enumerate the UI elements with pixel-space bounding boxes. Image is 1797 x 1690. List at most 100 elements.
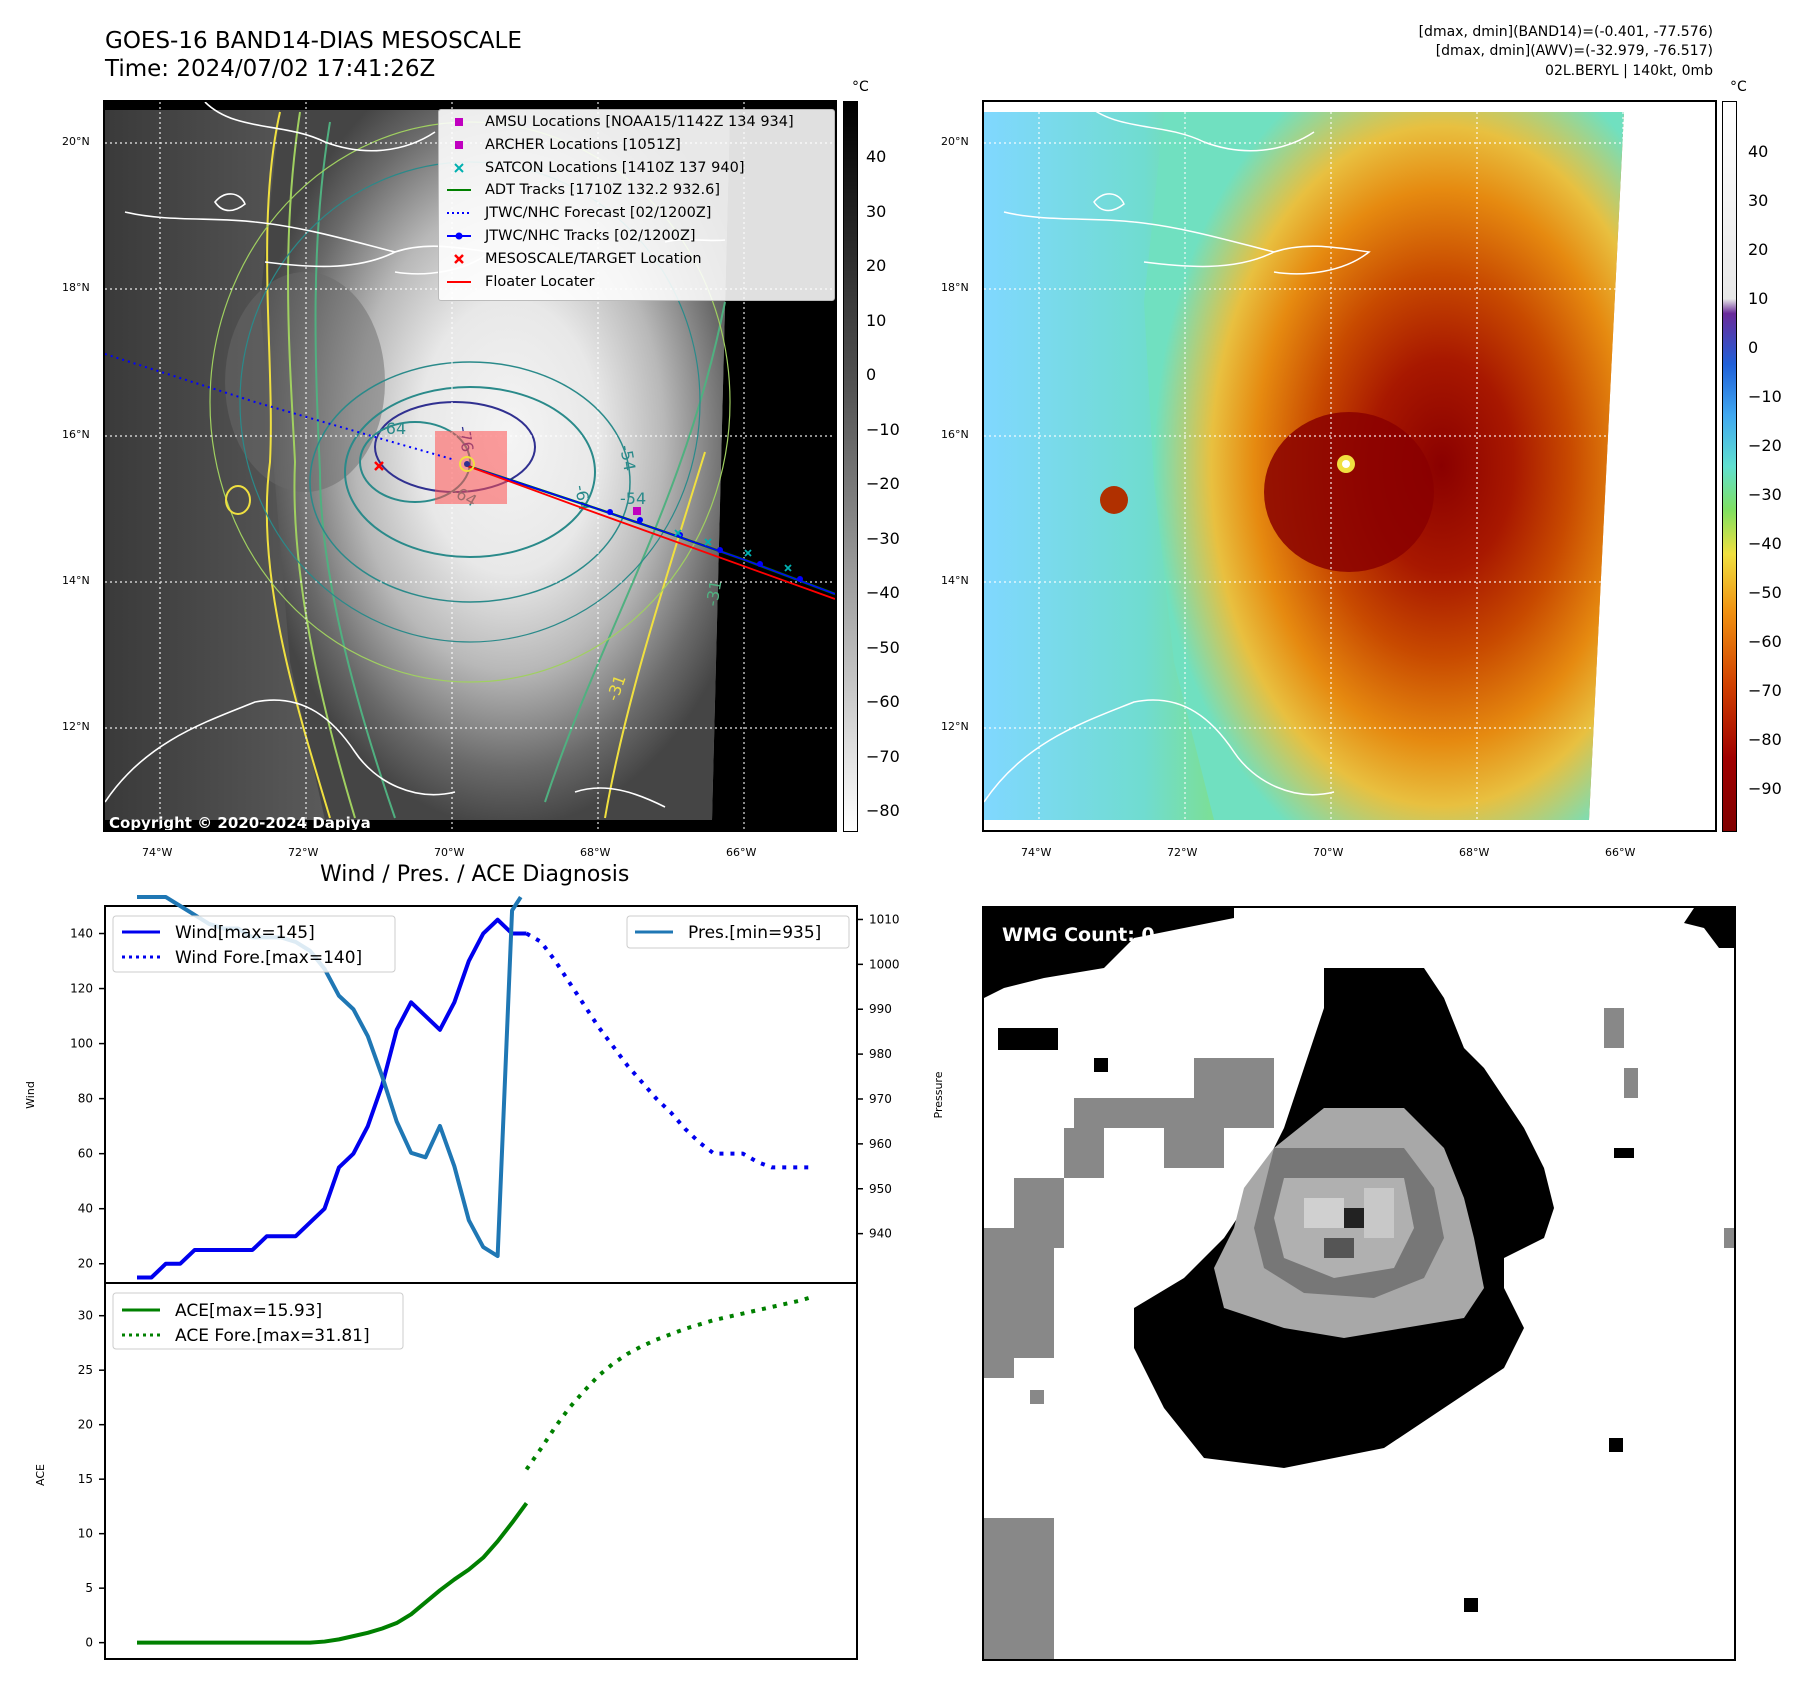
pressure-ytick-label: 970 (869, 1092, 892, 1106)
colorbar-tick: −60 (1748, 632, 1782, 651)
lon-label: 70°W (434, 846, 465, 859)
pressure-ylabel: Pressure (932, 1071, 945, 1118)
wind-ytick-label: 140 (70, 927, 93, 941)
contour-label: -54 (616, 443, 639, 472)
ace-line (137, 1501, 529, 1645)
wmg-svg (984, 908, 1734, 1659)
legend-markers (447, 118, 471, 283)
colorbar-tick: −70 (866, 746, 900, 766)
colorbar-tick: 30 (866, 201, 887, 221)
wmg-count-label: WMG Count: 0 (1002, 924, 1155, 946)
colorbar-tick: 20 (866, 256, 887, 275)
left-satellite-map: -64 -76 -64 -54 -31 -31 -64 -54 (103, 100, 837, 832)
lat-label: 18°N (941, 281, 969, 294)
pressure-legend (626, 915, 850, 949)
ace-ytick-label: 0 (85, 1636, 93, 1650)
lon-label: 74°W (1021, 846, 1052, 859)
lat-label: 12°N (941, 720, 969, 733)
wind-ytick-label: 60 (78, 1147, 93, 1161)
amsu-marker (633, 507, 641, 515)
wind-legend (112, 915, 396, 973)
left-colorbar-unit: °C (852, 79, 869, 95)
lat-label: 14°N (941, 574, 969, 587)
left-colorbar (843, 101, 858, 832)
lon-label: 74°W (142, 846, 173, 859)
ace-ytick-label: 15 (78, 1472, 93, 1486)
forecast-track (105, 353, 456, 461)
diagnosis-charts: 2040608010012014094095096097098099010001… (24, 895, 945, 1660)
lat-label: 14°N (62, 574, 90, 587)
legend-target: MESOSCALE/TARGET Location (485, 251, 702, 267)
pressure-ytick-label: 990 (869, 1002, 892, 1016)
floater-locater-line (464, 464, 835, 600)
colorbar-tick: −80 (866, 801, 900, 820)
contour-label: -64 (380, 419, 406, 438)
wmg-panel: WMG Count: 0 (982, 906, 1736, 1661)
lon-label: 68°W (580, 846, 611, 859)
colorbar-tick: 0 (1748, 338, 1759, 357)
legend-archer: ARCHER Locations [1051Z] (485, 137, 681, 153)
colorbar-tick: 10 (866, 310, 887, 330)
contour-label: -31 (702, 579, 725, 608)
lat-label: 20°N (941, 135, 969, 148)
info-band14: [dmax, dmin](BAND14)=(-0.401, -77.576) (1418, 24, 1713, 40)
colorbar-tick: −40 (866, 583, 900, 602)
ace-ytick-label: 25 (78, 1363, 93, 1377)
legend-pressure: Pres.[min=935] (688, 923, 821, 943)
colorbar-tick: −60 (866, 692, 900, 711)
ace-ylabel: ACE (34, 1464, 47, 1486)
lon-label: 72°W (288, 846, 319, 859)
copyright-text: Copyright © 2020-2024 Dapiya (109, 814, 371, 832)
colorbar-tick: −10 (866, 419, 900, 439)
colorbar-tick: 0 (866, 365, 877, 384)
colorbar-tick: −40 (1748, 534, 1782, 553)
ace-axes-frame (104, 1282, 858, 1660)
legend-tracks: JTWC/NHC Tracks [02/1200Z] (485, 228, 696, 244)
lon-label: 70°W (1313, 846, 1344, 859)
wind-ytick-label: 100 (70, 1037, 93, 1051)
legend-ace-forecast: ACE Fore.[max=31.81] (175, 1326, 370, 1346)
figure-title: GOES-16 BAND14-DIAS MESOSCALE (105, 28, 522, 54)
colorbar-tick: 20 (1748, 240, 1769, 259)
ace-ytick-label: 20 (78, 1418, 93, 1432)
lat-label: 12°N (62, 720, 90, 733)
pressure-ytick-label: 960 (869, 1137, 892, 1151)
legend-adt: ADT Tracks [1710Z 132.2 932.6] (485, 182, 721, 198)
wind-ylabel: Wind (24, 1081, 37, 1109)
lat-label: 16°N (941, 428, 969, 441)
colorbar-tick: −70 (1748, 681, 1782, 700)
lon-label: 68°W (1459, 846, 1490, 859)
wind-line (137, 917, 527, 1280)
legend-forecast: JTWC/NHC Forecast [02/1200Z] (485, 205, 712, 221)
wind-plot: 20 40 60 80 100 120 140 940 950 960 970 980 990 1000 1… (70, 895, 900, 1280)
colorbar-tick: 30 (1748, 191, 1769, 210)
colorbar-tick: −30 (1748, 485, 1782, 504)
colorbar-tick: −80 (1748, 730, 1782, 749)
pressure-ytick-label: 940 (869, 1227, 892, 1241)
left-map-legend: AMSU Locations [NOAA15/1142Z 134 934] AR… (438, 109, 835, 301)
pressure-ytick-label: 950 (869, 1182, 892, 1196)
ace-legend (112, 1292, 404, 1350)
ace-ytick-label: 5 (85, 1581, 93, 1595)
wind-ytick-label: 40 (78, 1202, 93, 1216)
colorbar-tick: 10 (1748, 289, 1769, 308)
figure-time: Time: 2024/07/02 17:41:26Z (105, 56, 436, 82)
colorbar-tick: −30 (866, 528, 900, 548)
legend-satcon: SATCON Locations [1410Z 137 940] (485, 160, 745, 176)
contour-label: -54 (620, 489, 646, 508)
legend-wind-forecast: Wind Fore.[max=140] (175, 948, 362, 968)
colorbar-tick: 40 (866, 147, 887, 166)
pressure-ytick-label: 1010 (869, 912, 900, 926)
chart-title: Wind / Pres. / ACE Diagnosis (320, 862, 630, 887)
colorbar-tick: −50 (1748, 583, 1782, 602)
lon-label: 66°W (726, 846, 757, 859)
colorbar-tick: −90 (1748, 779, 1782, 798)
colorbar-tick: −20 (866, 474, 900, 493)
colorbar-tick: −20 (1748, 436, 1782, 455)
lat-label: 20°N (62, 135, 90, 148)
ace-ytick-label: 30 (78, 1309, 93, 1323)
lon-label: 72°W (1167, 846, 1198, 859)
legend-amsu: AMSU Locations [NOAA15/1142Z 134 934] (485, 114, 794, 130)
lat-label: 18°N (62, 281, 90, 294)
right-colorbar (1722, 101, 1737, 832)
